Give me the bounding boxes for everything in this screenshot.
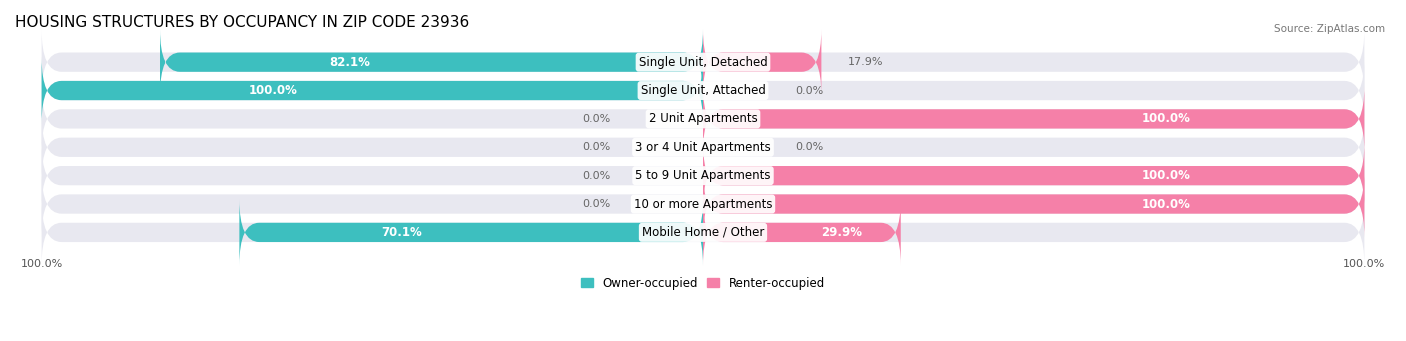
- FancyBboxPatch shape: [42, 86, 1364, 152]
- Legend: Owner-occupied, Renter-occupied: Owner-occupied, Renter-occupied: [576, 272, 830, 295]
- Text: 100.0%: 100.0%: [1142, 169, 1191, 182]
- Text: 82.1%: 82.1%: [329, 56, 371, 69]
- Text: 100.0%: 100.0%: [1142, 197, 1191, 210]
- FancyBboxPatch shape: [42, 29, 1364, 95]
- Text: 10 or more Apartments: 10 or more Apartments: [634, 197, 772, 210]
- Text: Mobile Home / Other: Mobile Home / Other: [641, 226, 765, 239]
- Text: 100.0%: 100.0%: [1142, 113, 1191, 125]
- FancyBboxPatch shape: [703, 199, 901, 265]
- FancyBboxPatch shape: [239, 199, 703, 265]
- FancyBboxPatch shape: [160, 29, 703, 95]
- Text: 0.0%: 0.0%: [582, 170, 610, 181]
- Text: 3 or 4 Unit Apartments: 3 or 4 Unit Apartments: [636, 141, 770, 154]
- Text: Single Unit, Attached: Single Unit, Attached: [641, 84, 765, 97]
- Text: 0.0%: 0.0%: [796, 86, 824, 95]
- Text: Source: ZipAtlas.com: Source: ZipAtlas.com: [1274, 24, 1385, 34]
- Text: 5 to 9 Unit Apartments: 5 to 9 Unit Apartments: [636, 169, 770, 182]
- Text: Single Unit, Detached: Single Unit, Detached: [638, 56, 768, 69]
- Text: 0.0%: 0.0%: [582, 199, 610, 209]
- FancyBboxPatch shape: [703, 143, 1364, 209]
- Text: HOUSING STRUCTURES BY OCCUPANCY IN ZIP CODE 23936: HOUSING STRUCTURES BY OCCUPANCY IN ZIP C…: [15, 15, 470, 30]
- FancyBboxPatch shape: [42, 199, 1364, 265]
- Text: 0.0%: 0.0%: [796, 142, 824, 152]
- Text: 100.0%: 100.0%: [249, 84, 298, 97]
- Text: 2 Unit Apartments: 2 Unit Apartments: [648, 113, 758, 125]
- Text: 70.1%: 70.1%: [381, 226, 422, 239]
- FancyBboxPatch shape: [42, 143, 1364, 209]
- FancyBboxPatch shape: [42, 114, 1364, 180]
- Text: 17.9%: 17.9%: [848, 57, 883, 67]
- Text: 0.0%: 0.0%: [582, 114, 610, 124]
- Text: 29.9%: 29.9%: [821, 226, 862, 239]
- Text: 0.0%: 0.0%: [582, 142, 610, 152]
- FancyBboxPatch shape: [42, 58, 1364, 123]
- FancyBboxPatch shape: [703, 171, 1364, 237]
- FancyBboxPatch shape: [42, 171, 1364, 237]
- FancyBboxPatch shape: [703, 29, 821, 95]
- FancyBboxPatch shape: [703, 86, 1364, 152]
- FancyBboxPatch shape: [42, 58, 703, 123]
